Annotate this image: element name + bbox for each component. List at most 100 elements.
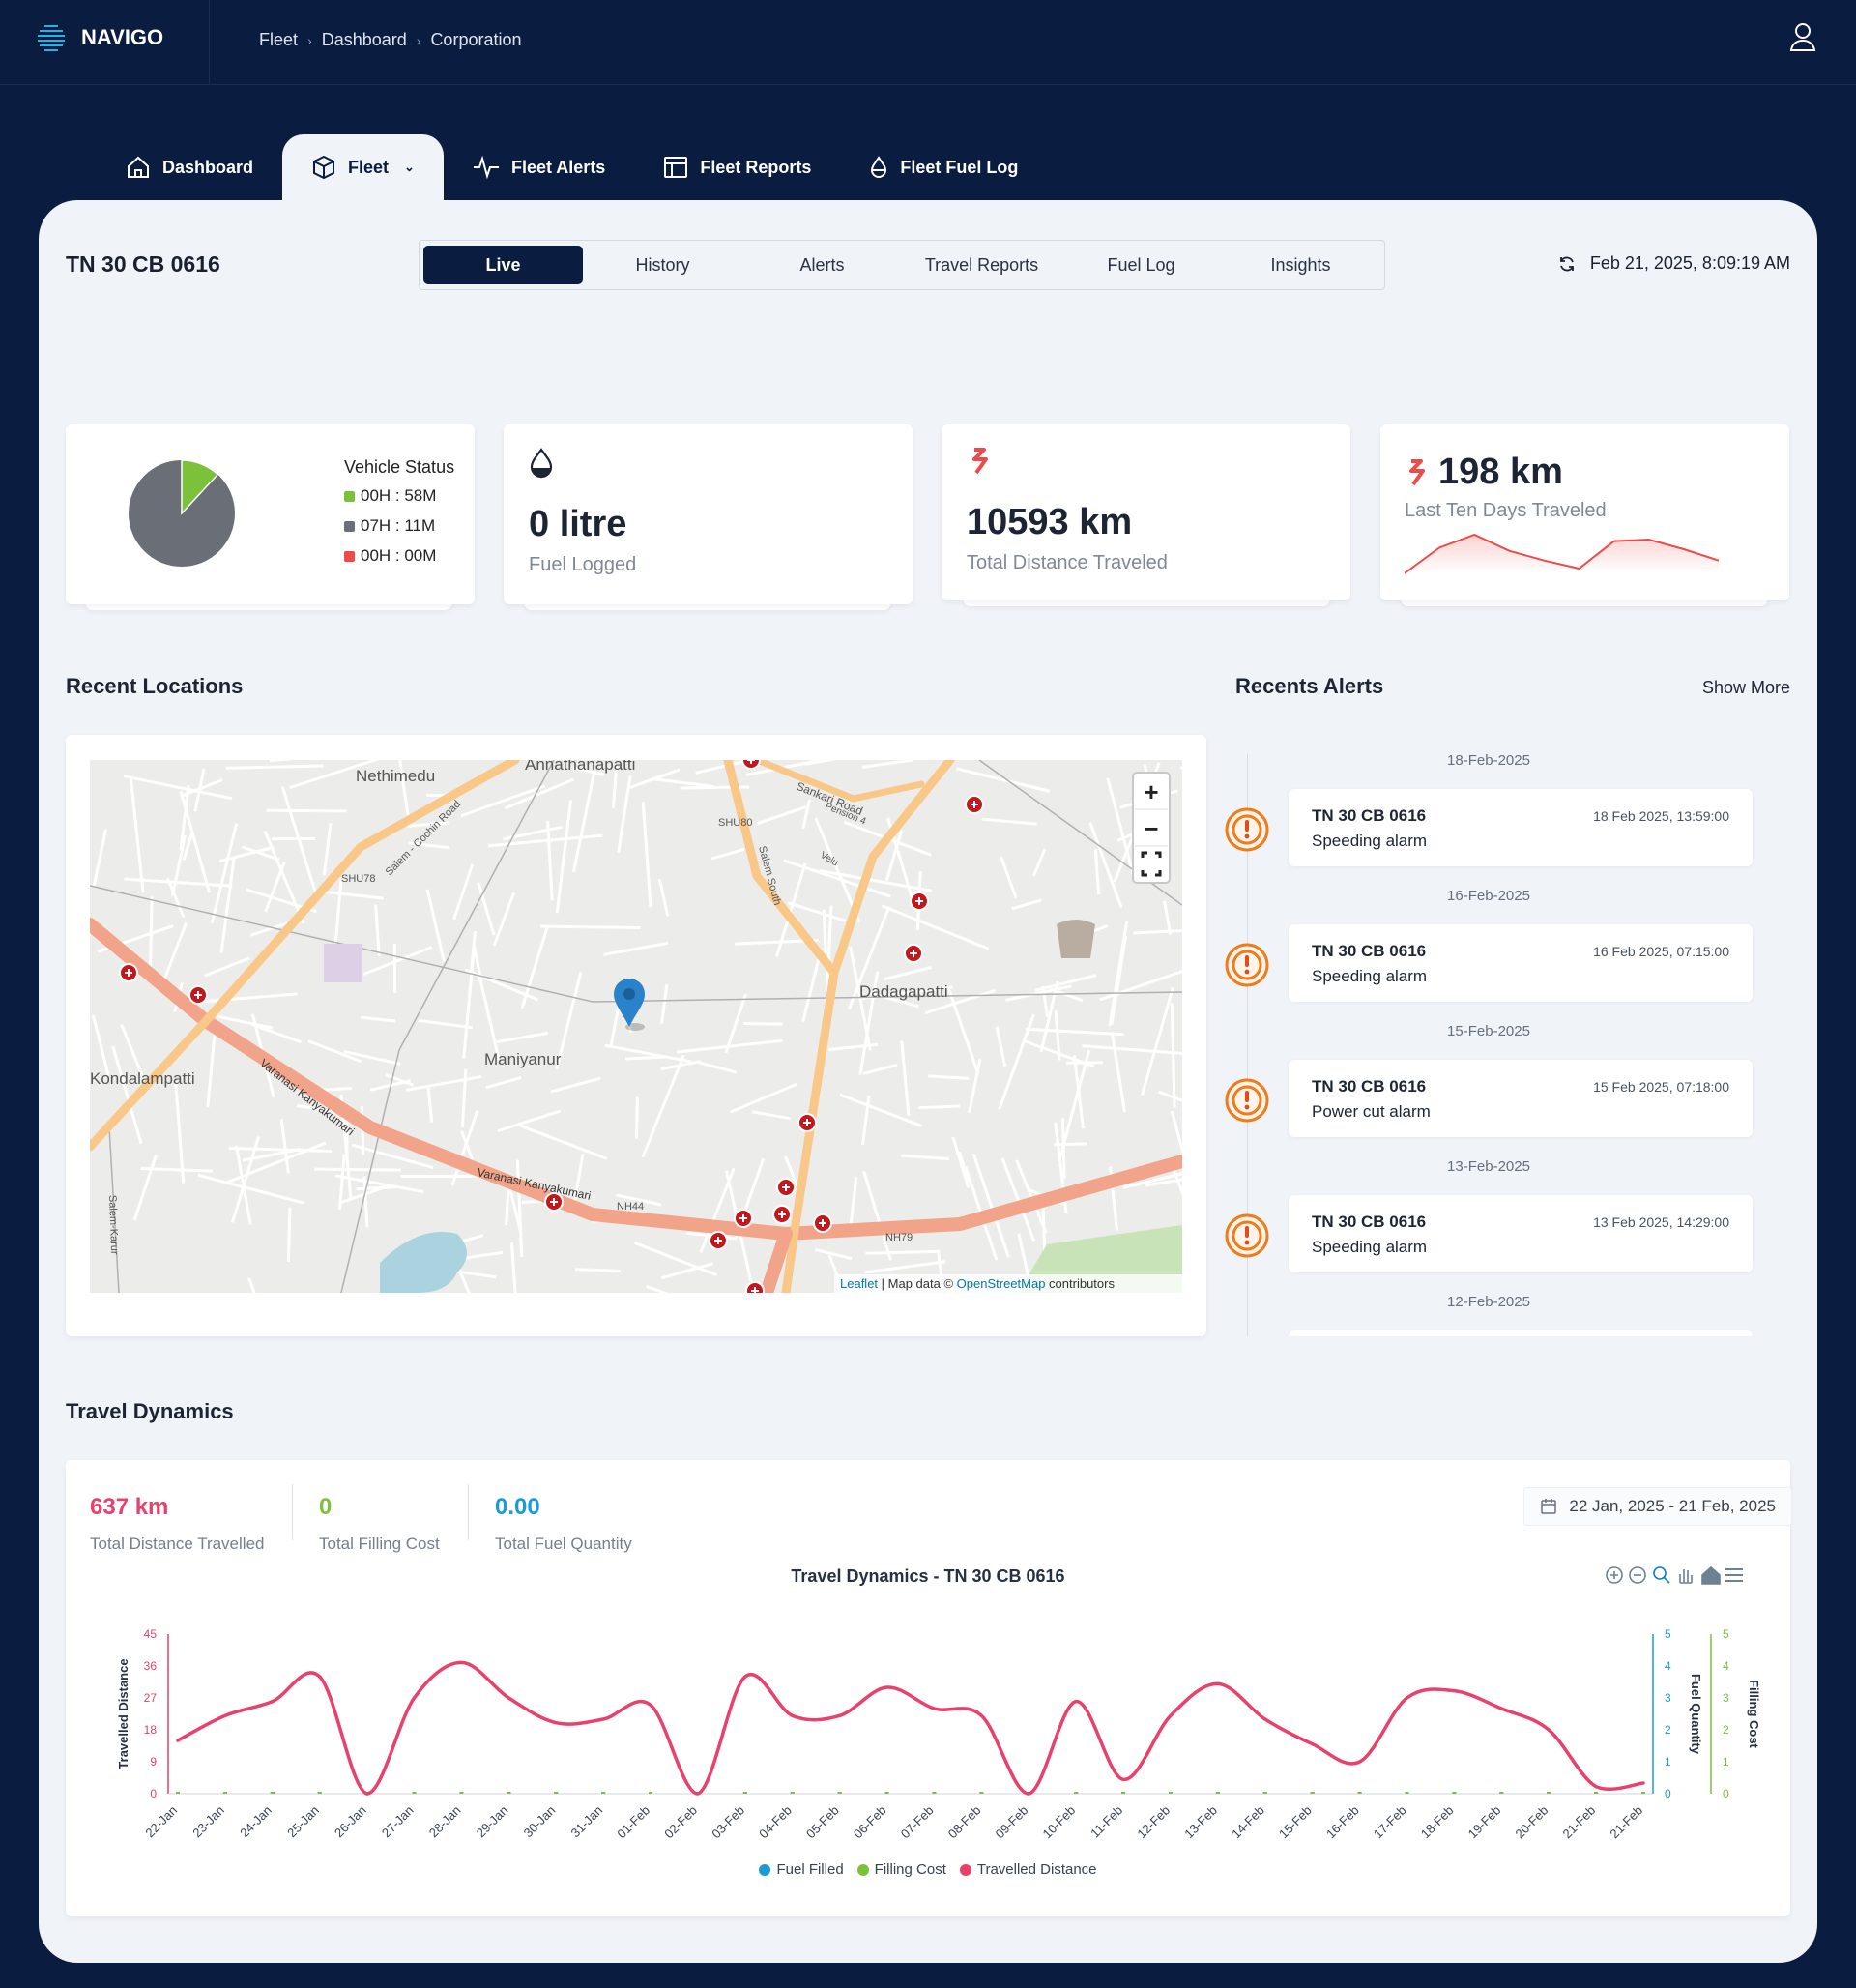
map-street: [1167, 1156, 1182, 1196]
travelled-distance-point: [1169, 1713, 1173, 1717]
tab-alerts[interactable]: Alerts: [799, 254, 845, 275]
map-street: [1000, 856, 1018, 899]
app-logo[interactable]: NAVIGO: [35, 21, 163, 54]
stat-filling-cost: 0 Total Filling Cost: [319, 1494, 440, 1554]
alert-card[interactable]: TN 30 CB 0616 Speeding alarm 13 Feb 2025…: [1289, 1195, 1753, 1272]
map-street: [208, 1012, 274, 1030]
travelled-distance-point: [318, 1675, 322, 1679]
legend-filling-cost[interactable]: Filling Cost: [856, 1861, 946, 1878]
map-street: [241, 845, 280, 862]
chart-menu-icon[interactable]: [1726, 1568, 1743, 1582]
map-street: [918, 1104, 960, 1110]
travelled-distance-point: [1121, 1777, 1125, 1781]
zoom-in-button[interactable]: +: [1144, 777, 1158, 806]
date-range-picker[interactable]: 22 Jan, 2025 - 21 Feb, 2025: [1523, 1487, 1792, 1526]
map-street: [863, 1260, 946, 1274]
travel-dynamics-card: [66, 1460, 1790, 1916]
nav-dashboard[interactable]: Dashboard: [97, 134, 282, 200]
selection-zoom-icon[interactable]: [1653, 1566, 1670, 1584]
zoom-in-icon[interactable]: [1606, 1566, 1623, 1584]
map-label: SHU78: [341, 873, 375, 885]
breadcrumb-fleet[interactable]: Fleet: [259, 30, 299, 49]
map-street: [210, 823, 239, 924]
legend-fuel-filled[interactable]: Fuel Filled: [759, 1861, 844, 1878]
alert-card[interactable]: TN 30 CB 0616 Speeding alarm 16 Feb 2025…: [1289, 924, 1753, 1002]
map-street: [756, 805, 806, 826]
map-building: [1057, 920, 1095, 958]
legend-travelled-distance[interactable]: Travelled Distance: [959, 1861, 1097, 1878]
nav-fleet-reports[interactable]: Fleet Reports: [634, 134, 840, 200]
map-label: Kondalampatti: [90, 1069, 195, 1088]
map-alert-marker: [965, 795, 984, 814]
tab-history[interactable]: History: [635, 254, 690, 275]
alert-warning-icon: [1225, 943, 1269, 987]
pan-hand-icon[interactable]: [1679, 1569, 1693, 1584]
alert-vehicle: TN 30 CB 0616: [1312, 1077, 1427, 1096]
map-street: [406, 1074, 482, 1092]
map-label: NH79: [885, 1232, 913, 1243]
map-street: [1060, 1118, 1066, 1179]
speed-icon: [972, 448, 988, 475]
map-water: [380, 1232, 467, 1293]
reset-home-icon[interactable]: [1701, 1565, 1721, 1585]
total-distance-card: 10593 km Total Distance Traveled: [942, 424, 1350, 600]
travelled-distance-point: [1405, 1696, 1408, 1700]
zoom-out-icon[interactable]: [1629, 1566, 1646, 1584]
map-street: [462, 944, 477, 1059]
map-street: [264, 861, 286, 913]
user-icon[interactable]: [1788, 21, 1817, 57]
map-street: [972, 1153, 1010, 1258]
vehicle-title: TN 30 CB 0616: [66, 251, 220, 277]
map-alert-marker: [741, 760, 761, 770]
leaflet-link[interactable]: Leaflet: [840, 1276, 878, 1291]
map-street: [1031, 848, 1047, 877]
zoom-out-button[interactable]: −: [1144, 814, 1158, 843]
nav-fleet-alerts[interactable]: Fleet Alerts: [444, 134, 634, 200]
breadcrumb-corporation[interactable]: Corporation: [430, 30, 522, 49]
map-street: [515, 1159, 524, 1257]
map-street: [219, 856, 236, 953]
map-street: [231, 1136, 260, 1223]
alert-type: Power cut alarm: [1312, 1102, 1431, 1121]
fullscreen-icon[interactable]: [1141, 851, 1162, 877]
map-street: [924, 988, 997, 1015]
map-attribution: Leaflet | Map data © OpenStreetMap contr…: [840, 1276, 1115, 1291]
attribution-suffix: contributors: [1045, 1276, 1115, 1291]
map-street: [374, 904, 381, 956]
map-street: [751, 1110, 791, 1121]
map-alert-marker: [745, 1281, 765, 1293]
alert-card[interactable]: [1289, 1330, 1753, 1336]
alert-date: 12-Feb-2025: [1447, 1294, 1530, 1310]
show-more-link[interactable]: Show More: [1701, 678, 1790, 697]
map-street: [951, 1136, 971, 1188]
map-view[interactable]: Nethimedu Annathanapatti Sankari Road Pe…: [90, 760, 1182, 1293]
map-street: [1170, 1003, 1176, 1108]
nav-fleet-fuel-log[interactable]: Fleet Fuel Log: [840, 134, 1047, 200]
map-street: [849, 946, 872, 1051]
refresh-icon[interactable]: [1557, 254, 1577, 274]
tab-insights[interactable]: Insights: [1270, 254, 1331, 275]
tab-live[interactable]: Live: [423, 246, 583, 284]
x-tick-label: 10-Feb: [1040, 1803, 1079, 1842]
map-street: [351, 1143, 434, 1169]
travelled-distance-point: [176, 1739, 180, 1742]
fuel-tick-label: 1: [1665, 1755, 1671, 1769]
map-street: [839, 1093, 923, 1128]
map-street: [900, 1040, 911, 1116]
tab-fuel-log[interactable]: Fuel Log: [1107, 254, 1175, 275]
tab-travel-reports[interactable]: Travel Reports: [924, 254, 1039, 275]
map-street: [1015, 1159, 1048, 1234]
map-street: [981, 817, 1037, 826]
alert-date: 13-Feb-2025: [1447, 1158, 1530, 1175]
breadcrumb-dashboard[interactable]: Dashboard: [321, 30, 407, 49]
nav-fleet[interactable]: Fleet ⌄: [282, 134, 444, 200]
map-street: [660, 984, 669, 1024]
alert-card[interactable]: TN 30 CB 0616 Power cut alarm 15 Feb 202…: [1289, 1060, 1753, 1137]
osm-link[interactable]: OpenStreetMap: [957, 1276, 1046, 1291]
map-street: [868, 991, 919, 1009]
map-street: [487, 833, 603, 848]
location-pin-icon[interactable]: [614, 979, 645, 1031]
x-tick-label: 15-Feb: [1276, 1803, 1315, 1842]
main-nav: Dashboard Fleet ⌄ Fleet Alerts Fleet Rep…: [97, 134, 1047, 200]
alert-card[interactable]: TN 30 CB 0616 Speeding alarm 18 Feb 2025…: [1289, 789, 1753, 866]
